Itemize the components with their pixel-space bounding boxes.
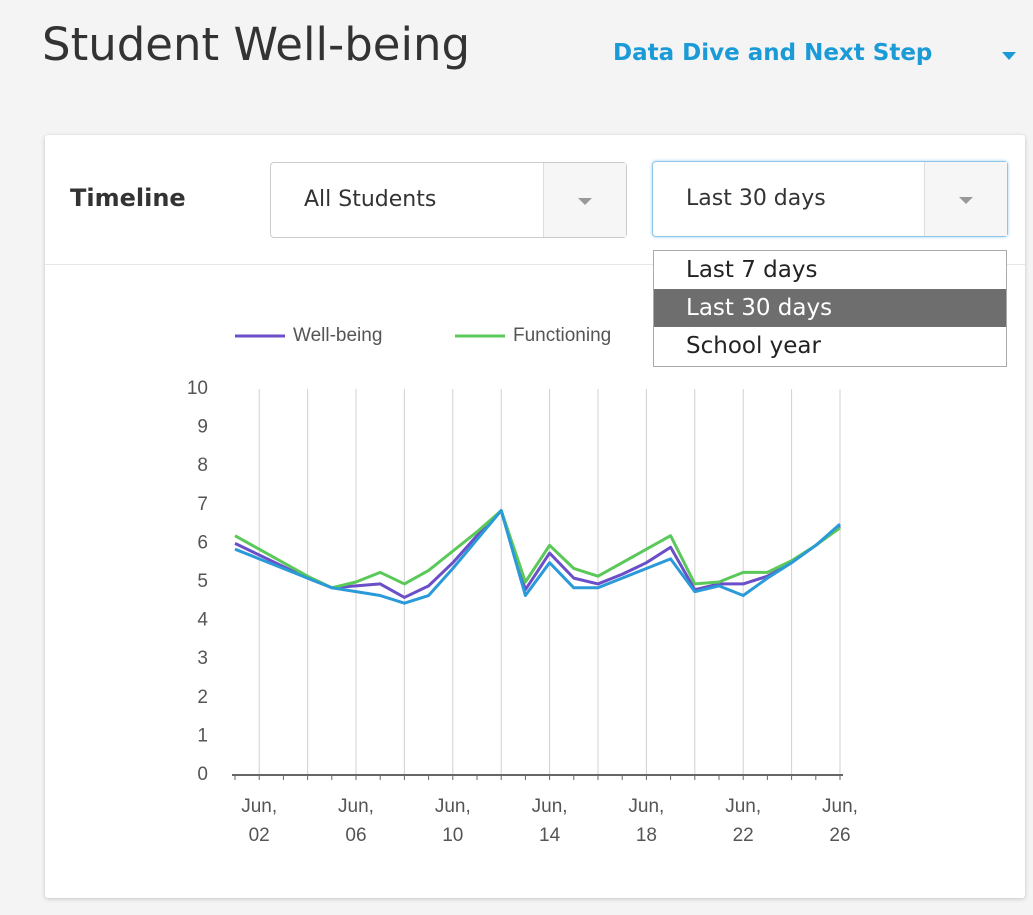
y-tick-label: 8 (197, 455, 208, 476)
dropdown-option[interactable]: Last 7 days (686, 257, 818, 283)
period-dropdown[interactable]: Last 30 days (652, 161, 1008, 237)
y-tick-label: 9 (197, 417, 208, 438)
dropdown-button[interactable] (924, 162, 1007, 236)
x-tick-label: Jun, 06 (338, 796, 374, 846)
y-tick-label: 6 (197, 532, 208, 553)
series-line (234, 509, 841, 590)
card-separator (45, 264, 1025, 265)
y-tick-label: 1 (197, 725, 208, 746)
dropdown-value: Last 30 days (686, 186, 826, 211)
legend-label: Well-being (293, 325, 382, 346)
legend-label: Functioning (513, 325, 611, 346)
y-tick-label: 3 (197, 648, 208, 669)
link-caret[interactable] (1002, 52, 1016, 60)
y-tick-label: 7 (197, 494, 208, 515)
x-tick-label: Jun, 18 (628, 796, 665, 846)
timeline-label: Timeline (70, 184, 186, 212)
dropdown-button[interactable] (543, 163, 626, 237)
x-tick-label: Jun, 02 (241, 796, 278, 846)
x-tick-label: Jun, 10 (434, 796, 471, 846)
group-dropdown[interactable]: All Students (270, 162, 627, 238)
dropdown-option[interactable]: Last 30 days (654, 289, 1006, 327)
dropdown-value: All Students (304, 187, 437, 212)
y-tick-label: 2 (197, 687, 208, 708)
page-title: Student Well-being (42, 18, 471, 71)
series-line (234, 509, 841, 605)
dropdown-option[interactable]: School year (686, 333, 821, 359)
x-tick-label: Jun, 14 (531, 796, 568, 846)
y-tick-label: 5 (197, 571, 208, 592)
data-dive-link[interactable]: Data Dive and Next Step (613, 40, 933, 66)
dropdown-menu: Last 7 days Last 30 days School year (653, 250, 1007, 367)
y-tick-label: 0 (197, 764, 208, 785)
y-tick-label: 4 (197, 610, 208, 631)
y-tick-label: 10 (187, 378, 208, 399)
x-tick-label: Jun, 22 (725, 796, 762, 846)
x-tick-label: Jun, 26 (822, 796, 858, 846)
